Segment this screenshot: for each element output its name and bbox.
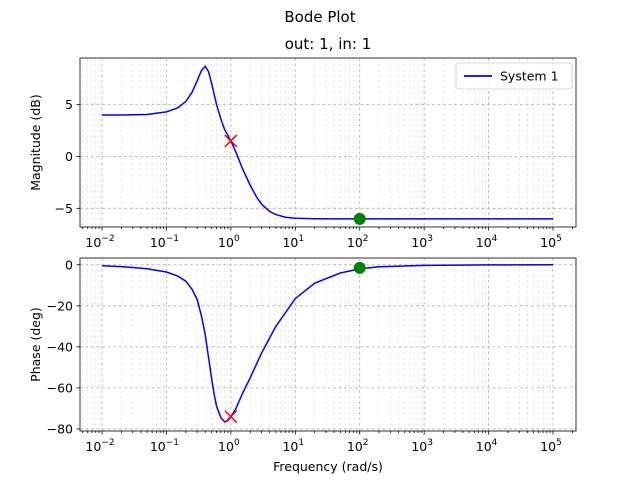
x-tick-label: 10−2 — [85, 438, 114, 454]
y-axis-label: Phase (deg) — [28, 307, 43, 382]
y-tick-label: −80 — [47, 421, 73, 436]
y-tick-label: −40 — [47, 339, 73, 354]
y-tick-label: −20 — [47, 298, 73, 313]
x-axis-label: Frequency (rad/s) — [273, 459, 383, 474]
magnitude-panel: 10−2 10−1 100 101 102 103 104 105 5 0 −5 Magnitude … — [28, 57, 577, 250]
marker-x-stroke — [224, 410, 238, 424]
axes-frame — [79, 57, 577, 228]
x-tick-label: 100 — [218, 438, 240, 454]
y-tick-label: 5 — [65, 97, 73, 112]
x-tick-label: 103 — [411, 438, 433, 454]
x-tick-label: 10−2 — [85, 234, 114, 250]
legend-label: System 1 — [500, 69, 559, 84]
x-tick-label: 102 — [347, 234, 369, 250]
marker-x — [224, 410, 238, 424]
phase-panel: 10−2 10−1 100 101 102 103 104 105 0 −20 −40 −60 −80 P… — [28, 257, 577, 474]
y-tick-label: 0 — [65, 257, 73, 272]
x-tick-label: 103 — [411, 234, 433, 250]
figure-suptitle: Bode Plot — [284, 8, 355, 26]
x-tick-label: 105 — [540, 234, 562, 250]
y-tick-label: 0 — [65, 149, 73, 164]
x-tick-label: 101 — [282, 438, 304, 454]
x-tick-label: 104 — [476, 438, 498, 454]
x-tick-label: 100 — [218, 234, 240, 250]
x-tick-label: 10−1 — [150, 438, 179, 454]
series-line — [101, 264, 554, 423]
legend-box — [455, 62, 573, 90]
series-line — [102, 65, 553, 220]
legend: System 1 — [455, 62, 573, 90]
x-tick-label: 105 — [540, 438, 562, 454]
x-tick-label: 102 — [347, 438, 369, 454]
x-tick-label: 101 — [282, 234, 304, 250]
figure-title: out: 1, in: 1 — [285, 35, 372, 53]
x-tick-label: 104 — [476, 234, 498, 250]
y-axis-label: Magnitude (dB) — [28, 94, 43, 190]
x-tick-label: 10−1 — [150, 234, 179, 250]
marker-circle — [353, 261, 366, 274]
marker-circle — [353, 212, 366, 225]
y-tick-label: −5 — [55, 201, 73, 216]
marker-x-stroke — [224, 134, 238, 148]
y-tick-label: −60 — [47, 380, 73, 395]
axes-frame — [79, 257, 577, 432]
marker-x — [224, 134, 238, 148]
